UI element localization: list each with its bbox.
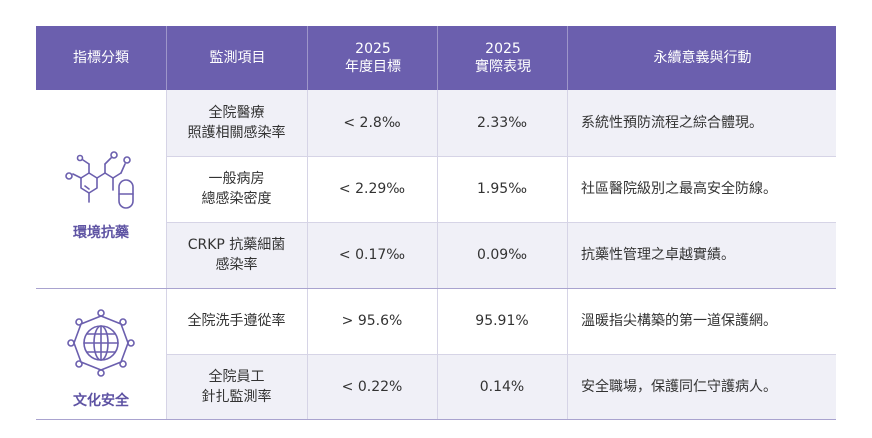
header-actual-label: 實際表現	[475, 59, 531, 75]
header-actual: 2025 實際表現	[437, 26, 568, 90]
row-divider	[166, 354, 836, 355]
item-line1: CRKP 抗藥細菌	[187, 237, 286, 253]
meaning-cell: 抗藥性管理之卓越實績。	[581, 247, 735, 263]
actual-cell: 0.14%	[479, 379, 525, 395]
table-row: 一般病房 總感染密度 < 2.29‰ 1.95‰ 社區醫院級別之最高安全防線。	[166, 156, 836, 222]
item-line2: 照護相關感染率	[187, 125, 286, 141]
section-divider	[36, 288, 836, 289]
target-cell: < 0.17‰	[338, 247, 406, 263]
column-divider	[166, 90, 167, 420]
table-row: 全院洗手遵從率 > 95.6% 95.91% 溫暖指尖構築的第一道保護網。	[166, 288, 836, 354]
item-line1: 全院洗手遵從率	[187, 313, 286, 329]
item-cell: CRKP 抗藥細菌 感染率	[166, 222, 307, 288]
target-cell: < 2.29‰	[338, 181, 406, 197]
header-target-label: 年度目標	[345, 59, 401, 75]
header-actual-year: 2025	[485, 41, 521, 57]
category-label: 環境抗藥	[73, 225, 129, 241]
actual-cell: 0.09‰	[477, 247, 527, 263]
target-cell: < 2.8‰	[343, 115, 401, 131]
item-cell: 一般病房 總感染密度	[166, 156, 307, 222]
actual-cell: 2.33‰	[477, 115, 527, 131]
header-meaning-label: 永續意義與行動	[653, 50, 752, 66]
row-divider	[166, 222, 836, 223]
table-header: 指標分類 監測項目 2025 年度目標 2025 實際表現 永續意義與行動	[36, 26, 836, 90]
item-line2: 總感染密度	[201, 191, 272, 207]
target-cell: < 0.22%	[341, 379, 403, 395]
header-category: 指標分類	[36, 26, 166, 90]
category-environment: 環境抗藥	[36, 138, 166, 242]
table-row: 全院醫療 照護相關感染率 < 2.8‰ 2.33‰ 系統性預防流程之綜合體現。	[166, 90, 836, 156]
header-item: 監測項目	[166, 26, 308, 90]
globe-network-icon	[66, 308, 136, 378]
table-row: CRKP 抗藥細菌 感染率 < 0.17‰ 0.09‰ 抗藥性管理之卓越實績。	[166, 222, 836, 288]
item-cell: 全院洗手遵從率	[166, 288, 307, 354]
meaning-cell: 系統性預防流程之綜合體現。	[581, 115, 763, 131]
table-row: 全院員工 針扎監測率 < 0.22% 0.14% 安全職場，保護同仁守護病人。	[166, 354, 836, 420]
item-line1: 全院員工	[208, 369, 265, 385]
category-culture-safety: 文化安全	[36, 308, 166, 410]
category-label: 文化安全	[73, 393, 129, 409]
header-category-label: 指標分類	[73, 50, 129, 66]
table-bottom-border	[36, 419, 836, 420]
column-divider	[567, 90, 568, 420]
meaning-cell: 溫暖指尖構築的第一道保護網。	[581, 313, 777, 329]
header-target-year: 2025	[355, 41, 391, 57]
item-line1: 全院醫療	[208, 105, 265, 121]
header-target: 2025 年度目標	[307, 26, 438, 90]
item-cell: 全院員工 針扎監測率	[166, 354, 307, 420]
meaning-cell: 安全職場，保護同仁守護病人。	[581, 379, 777, 395]
molecule-icon	[59, 138, 143, 218]
actual-cell: 1.95‰	[477, 181, 527, 197]
target-cell: > 95.6%	[341, 313, 403, 329]
actual-cell: 95.91%	[475, 313, 529, 329]
meaning-cell: 社區醫院級別之最高安全防線。	[581, 181, 777, 197]
item-cell: 全院醫療 照護相關感染率	[166, 90, 307, 156]
header-meaning: 永續意義與行動	[567, 26, 837, 90]
column-divider	[437, 90, 438, 420]
column-divider	[307, 90, 308, 420]
row-divider	[166, 156, 836, 157]
item-line2: 針扎監測率	[201, 389, 272, 405]
item-line1: 一般病房	[208, 171, 265, 187]
item-line2: 感染率	[215, 257, 258, 273]
header-item-label: 監測項目	[209, 50, 266, 66]
